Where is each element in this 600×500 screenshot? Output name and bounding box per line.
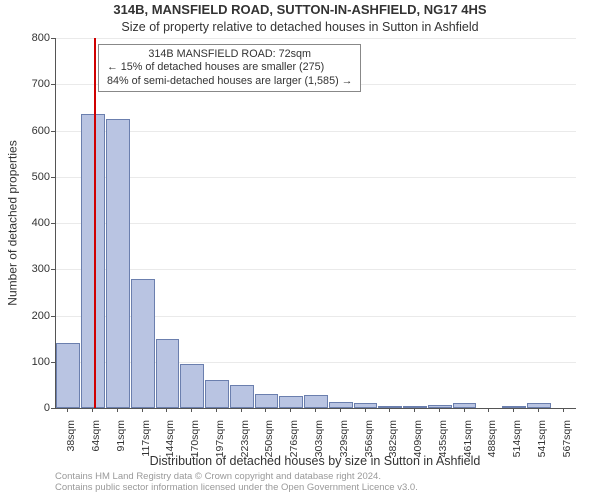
histogram-bar (56, 343, 80, 408)
y-tick-mark (51, 38, 55, 39)
histogram-bar (428, 405, 452, 408)
grid-line (56, 38, 576, 39)
grid-line (56, 223, 576, 224)
x-tick-label: 488sqm (486, 420, 498, 457)
x-tick-mark (117, 408, 118, 412)
y-tick-mark (51, 362, 55, 363)
x-tick-mark (166, 408, 167, 412)
histogram-bar (106, 119, 130, 408)
x-tick-label: 276sqm (288, 420, 300, 457)
x-tick-mark (142, 408, 143, 412)
y-tick-mark (51, 223, 55, 224)
x-tick-label: 38sqm (65, 420, 77, 452)
x-tick-mark (315, 408, 316, 412)
x-tick-mark (191, 408, 192, 412)
y-tick-mark (51, 269, 55, 270)
info-line-1: 314B MANSFIELD ROAD: 72sqm (107, 48, 352, 61)
histogram-bar (205, 380, 229, 408)
histogram-bar (180, 364, 204, 408)
x-tick-label: 250sqm (263, 420, 275, 457)
y-tick-mark (51, 408, 55, 409)
x-tick-label: 435sqm (437, 420, 449, 457)
x-tick-label: 567sqm (561, 420, 573, 457)
histogram-bar (329, 402, 353, 408)
footer-note: Contains HM Land Registry data © Crown c… (55, 472, 575, 494)
y-tick-mark (51, 131, 55, 132)
x-tick-label: 356sqm (363, 420, 375, 457)
y-tick-mark (51, 316, 55, 317)
x-tick-label: 64sqm (90, 420, 102, 452)
histogram-chart: 314B, MANSFIELD ROAD, SUTTON-IN-ASHFIELD… (0, 0, 600, 500)
x-tick-mark (513, 408, 514, 412)
y-tick-mark (51, 84, 55, 85)
y-tick-label: 200 (10, 310, 50, 322)
x-tick-label: 144sqm (164, 420, 176, 457)
x-tick-label: 223sqm (239, 420, 251, 457)
subject-marker-line (94, 38, 96, 408)
y-tick-label: 500 (10, 171, 50, 183)
histogram-bar (279, 396, 303, 408)
histogram-bar (255, 394, 279, 408)
x-tick-mark (563, 408, 564, 412)
x-tick-label: 117sqm (140, 420, 152, 457)
x-tick-label: 329sqm (338, 420, 350, 457)
x-tick-mark (265, 408, 266, 412)
y-tick-label: 100 (10, 356, 50, 368)
chart-title-sub: Size of property relative to detached ho… (0, 20, 600, 34)
histogram-bar (81, 114, 105, 408)
histogram-bar (156, 339, 180, 408)
x-tick-mark (389, 408, 390, 412)
info-box: 314B MANSFIELD ROAD: 72sqm ← 15% of deta… (98, 44, 361, 92)
x-tick-mark (464, 408, 465, 412)
grid-line (56, 177, 576, 178)
x-tick-label: 461sqm (462, 420, 474, 457)
x-tick-mark (538, 408, 539, 412)
histogram-bar (230, 385, 254, 408)
info-line-2: ← 15% of detached houses are smaller (27… (107, 61, 352, 74)
x-tick-label: 514sqm (511, 420, 523, 457)
x-tick-label: 541sqm (536, 420, 548, 457)
y-tick-label: 400 (10, 217, 50, 229)
x-tick-label: 382sqm (387, 420, 399, 457)
x-tick-mark (340, 408, 341, 412)
x-tick-mark (439, 408, 440, 412)
x-tick-mark (290, 408, 291, 412)
x-tick-mark (241, 408, 242, 412)
histogram-bar (131, 279, 155, 409)
histogram-bar (304, 395, 328, 408)
chart-title-main: 314B, MANSFIELD ROAD, SUTTON-IN-ASHFIELD… (0, 2, 600, 17)
histogram-bar (527, 403, 551, 408)
x-tick-mark (67, 408, 68, 412)
grid-line (56, 131, 576, 132)
plot-area: 314B MANSFIELD ROAD: 72sqm ← 15% of deta… (55, 38, 576, 409)
x-tick-label: 303sqm (313, 420, 325, 457)
y-tick-label: 300 (10, 263, 50, 275)
x-tick-mark (216, 408, 217, 412)
footer-line-2: Contains public sector information licen… (55, 483, 575, 494)
x-tick-mark (365, 408, 366, 412)
y-tick-label: 700 (10, 78, 50, 90)
info-line-3: 84% of semi-detached houses are larger (… (107, 75, 352, 88)
y-tick-label: 0 (10, 402, 50, 414)
y-tick-mark (51, 177, 55, 178)
x-tick-label: 409sqm (412, 420, 424, 457)
y-tick-label: 600 (10, 125, 50, 137)
x-tick-label: 91sqm (115, 420, 127, 452)
x-tick-label: 170sqm (189, 420, 201, 457)
grid-line (56, 269, 576, 270)
x-tick-mark (488, 408, 489, 412)
y-tick-label: 800 (10, 32, 50, 44)
x-tick-mark (92, 408, 93, 412)
x-tick-mark (414, 408, 415, 412)
x-tick-label: 197sqm (214, 420, 226, 457)
